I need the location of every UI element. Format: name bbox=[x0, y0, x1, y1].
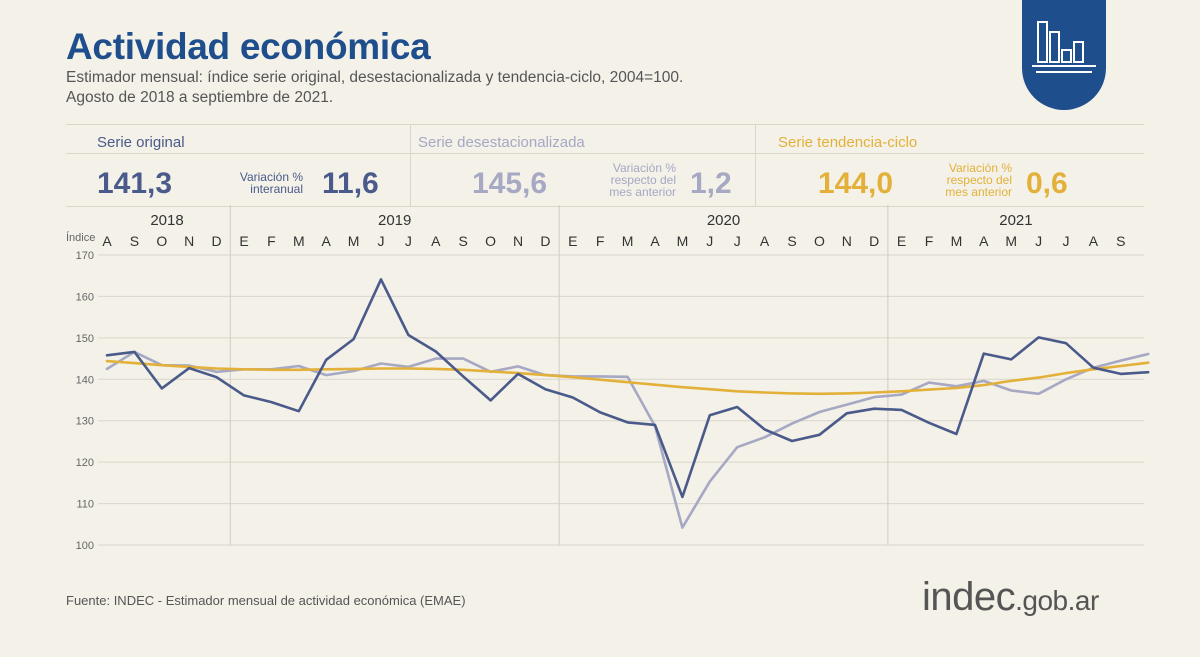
year-label: 2021 bbox=[999, 212, 1032, 229]
month-tick-label: S bbox=[1116, 233, 1125, 249]
original-variation-value: 11,6 bbox=[322, 167, 379, 200]
tendencia-variation-label: Variación % respecto del mes anterior bbox=[912, 162, 1012, 198]
month-tick-label: S bbox=[459, 233, 468, 249]
indec-logo: indec.gob.ar bbox=[922, 575, 1099, 620]
summary-top-rule bbox=[66, 124, 1144, 125]
month-tick-label: J bbox=[734, 233, 741, 249]
summary-bottom-rule bbox=[66, 206, 1144, 207]
tendencia-variation-label-line-3: mes anterior bbox=[945, 185, 1012, 199]
tendencia-series-label: Serie tendencia-ciclo bbox=[778, 134, 918, 151]
desest-variation-label: Variación % respecto del mes anterior bbox=[576, 162, 676, 198]
tendencia-variation-label-line-1: Variación % bbox=[948, 161, 1012, 175]
page-title: Actividad económica bbox=[66, 26, 431, 67]
month-tick-label: A bbox=[760, 233, 770, 249]
month-tick-label: D bbox=[869, 233, 879, 249]
tendencia-variation-label-line-2: respecto del bbox=[946, 173, 1012, 187]
y-tick-label: 100 bbox=[76, 540, 94, 552]
y-tick-label: 120 bbox=[76, 457, 94, 469]
month-tick-label: J bbox=[378, 233, 385, 249]
year-label: 2018 bbox=[150, 212, 183, 229]
original-variation-label: Variación % interanual bbox=[203, 171, 303, 195]
source-note: Fuente: INDEC - Estimador mensual de act… bbox=[66, 593, 466, 608]
month-tick-label: F bbox=[925, 233, 934, 249]
y-tick-label: 130 bbox=[76, 416, 94, 428]
indec-chart-badge-icon bbox=[1022, 0, 1106, 110]
original-variation-label-line-1: Variación % bbox=[239, 170, 303, 184]
desest-variation-label-line-3: mes anterior bbox=[609, 185, 676, 199]
month-tick-label: M bbox=[1005, 233, 1017, 249]
summary-divider-2 bbox=[755, 124, 756, 206]
year-label: 2019 bbox=[378, 212, 411, 229]
y-axis-label: Índice bbox=[66, 231, 95, 244]
series-line-original bbox=[105, 278, 1150, 499]
month-tick-label: A bbox=[650, 233, 660, 249]
month-tick-label: M bbox=[951, 233, 963, 249]
activity-line-chart: 170 160 150 140 130 120 110 100 Índice 2018 2019 20… bbox=[66, 205, 1150, 552]
subtitle-line-2: Agosto de 2018 a septiembre de 2021. bbox=[66, 89, 334, 106]
month-tick-label: A bbox=[979, 233, 989, 249]
y-tick-label: 140 bbox=[76, 374, 94, 386]
month-tick-label: J bbox=[1035, 233, 1042, 249]
month-tick-label: M bbox=[622, 233, 634, 249]
month-tick-label: E bbox=[897, 233, 906, 249]
desest-variation-value: 1,2 bbox=[690, 167, 732, 200]
month-tick-label: A bbox=[102, 233, 112, 249]
month-tick-label: O bbox=[156, 233, 167, 249]
year-label: 2020 bbox=[707, 212, 740, 229]
month-tick-label: D bbox=[212, 233, 222, 249]
month-tick-label: S bbox=[787, 233, 796, 249]
y-tick-label: 150 bbox=[76, 333, 94, 345]
original-series-label: Serie original bbox=[97, 134, 185, 151]
tendencia-value: 144,0 bbox=[818, 167, 894, 200]
original-value: 141,3 bbox=[97, 167, 173, 200]
month-tick-label: J bbox=[1063, 233, 1070, 249]
original-variation-label-line-2: interanual bbox=[250, 182, 303, 196]
series-line-tendencia bbox=[105, 359, 1150, 396]
desest-variation-label-line-1: Variación % bbox=[612, 161, 676, 175]
month-tick-label: A bbox=[322, 233, 332, 249]
logo-domain-text: .gob.ar bbox=[1015, 585, 1099, 616]
month-tick-label: J bbox=[405, 233, 412, 249]
month-tick-label: N bbox=[184, 233, 194, 249]
summary-mid-rule bbox=[66, 153, 1144, 154]
desest-variation-label-line-2: respecto del bbox=[610, 173, 676, 187]
month-tick-label: A bbox=[431, 233, 441, 249]
y-tick-label: 170 bbox=[76, 250, 94, 262]
tendencia-variation-value: 0,6 bbox=[1026, 167, 1068, 200]
month-tick-label: E bbox=[568, 233, 577, 249]
month-tick-label: M bbox=[348, 233, 360, 249]
month-tick-label: M bbox=[293, 233, 305, 249]
month-tick-label: M bbox=[677, 233, 689, 249]
month-tick-label: O bbox=[814, 233, 825, 249]
series-line-desest bbox=[105, 350, 1150, 529]
desest-value: 145,6 bbox=[472, 167, 548, 200]
month-tick-label: N bbox=[513, 233, 523, 249]
month-tick-label: E bbox=[239, 233, 248, 249]
desest-series-label: Serie desestacionalizada bbox=[418, 134, 585, 151]
logo-main-text: indec bbox=[922, 575, 1016, 619]
month-tick-label: F bbox=[596, 233, 605, 249]
month-tick-label: O bbox=[485, 233, 496, 249]
month-tick-label: S bbox=[130, 233, 139, 249]
subtitle-line-1: Estimador mensual: índice serie original… bbox=[66, 69, 684, 86]
summary-divider-1 bbox=[410, 124, 411, 206]
month-tick-label: A bbox=[1089, 233, 1099, 249]
month-tick-label: F bbox=[267, 233, 276, 249]
month-tick-label: N bbox=[842, 233, 852, 249]
y-tick-label: 110 bbox=[76, 499, 94, 511]
y-tick-label: 160 bbox=[76, 291, 94, 303]
month-tick-label: D bbox=[540, 233, 550, 249]
month-tick-label: J bbox=[706, 233, 713, 249]
